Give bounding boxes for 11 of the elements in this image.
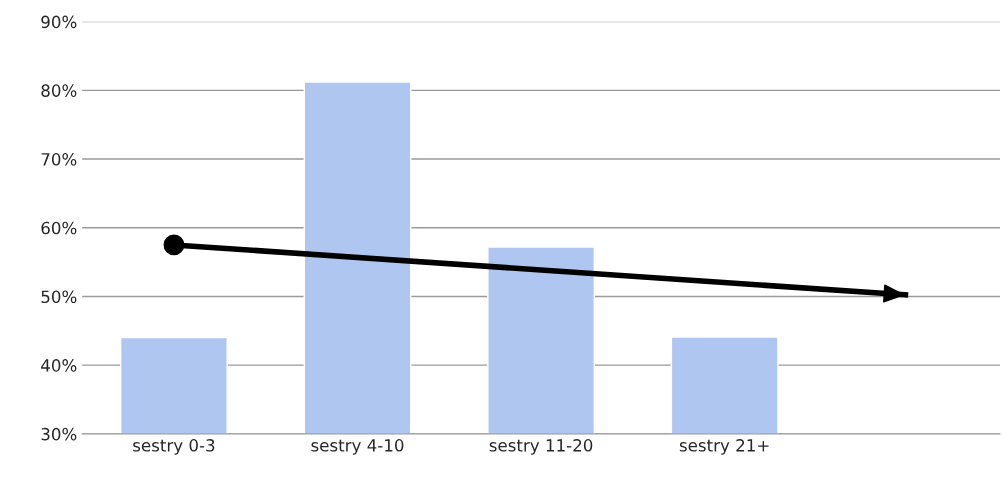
y-tick-label: 60%	[41, 221, 77, 235]
y-tick-label: 50%	[41, 290, 77, 304]
y-tick-label: 70%	[41, 153, 77, 166]
x-tick-label: sestry 0-3	[133, 439, 215, 455]
y-tick-label: 30%	[41, 427, 77, 441]
y-tick-label: 90%	[41, 15, 77, 29]
x-tick-label: sestry 21+	[679, 439, 769, 455]
x-tick-label: sestry 11-20	[489, 439, 593, 455]
x-tick-label: sestry 4-10	[311, 439, 404, 455]
y-tick-label: 40%	[41, 359, 77, 372]
y-tick-label: 80%	[41, 84, 77, 97]
